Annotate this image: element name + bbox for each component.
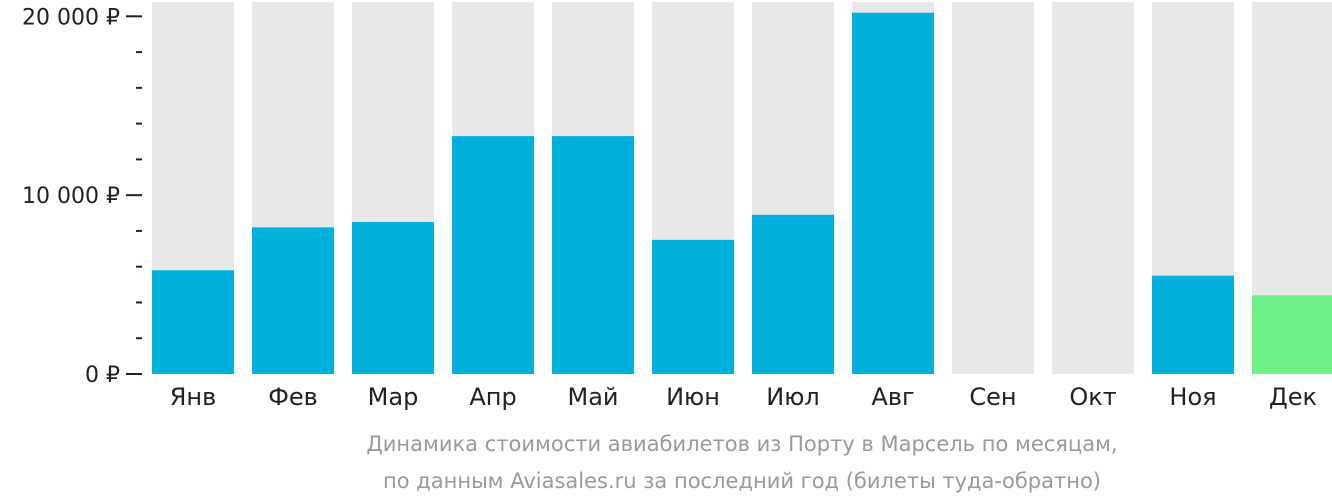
bar-2[interactable] bbox=[252, 227, 334, 374]
bar-3[interactable] bbox=[352, 221, 434, 374]
x-tick-label: Авг bbox=[871, 383, 914, 411]
y-tick-label: 0 ₽ bbox=[85, 363, 120, 388]
x-axis-labels: Янв Фев Мар Апр Май Июн Июл Авг Сен Окт Ноя Дек bbox=[170, 383, 1317, 411]
caption-line-1: Динамика стоимости авиабилетов из Порту … bbox=[366, 432, 1117, 456]
bar-7[interactable] bbox=[752, 214, 834, 374]
x-tick-label: Окт bbox=[1069, 383, 1116, 411]
caption-line-2: по данным Aviasales.ru за последний год … bbox=[383, 469, 1101, 493]
bar-5[interactable] bbox=[552, 136, 634, 374]
x-tick-label: Сен bbox=[969, 383, 1016, 411]
x-tick-label: Май bbox=[567, 383, 618, 411]
x-tick-label: Июн bbox=[666, 383, 720, 411]
y-tick-label: 10 000 ₽ bbox=[22, 184, 120, 209]
x-tick-label: Апр bbox=[469, 383, 516, 411]
bars-group bbox=[152, 2, 1332, 374]
bar-track bbox=[1052, 2, 1134, 374]
bar-8[interactable] bbox=[852, 12, 934, 374]
bar-4[interactable] bbox=[452, 136, 534, 374]
bar-12[interactable] bbox=[1252, 295, 1332, 374]
x-tick-label: Янв bbox=[170, 383, 217, 411]
chart-caption: Динамика стоимости авиабилетов из Порту … bbox=[366, 432, 1117, 493]
bar-track bbox=[952, 2, 1034, 374]
x-tick-label: Дек bbox=[1269, 383, 1317, 411]
bar-11[interactable] bbox=[1152, 275, 1234, 374]
bar-1[interactable] bbox=[152, 270, 234, 374]
x-tick-label: Фев bbox=[268, 383, 318, 411]
y-axis: 0 ₽ 10 000 ₽ 20 000 ₽ bbox=[22, 5, 142, 388]
bar-6[interactable] bbox=[652, 239, 734, 374]
y-tick-label: 20 000 ₽ bbox=[22, 5, 120, 30]
x-tick-label: Мар bbox=[368, 383, 419, 411]
x-tick-label: Ноя bbox=[1169, 383, 1216, 411]
x-tick-label: Июл bbox=[766, 383, 820, 411]
